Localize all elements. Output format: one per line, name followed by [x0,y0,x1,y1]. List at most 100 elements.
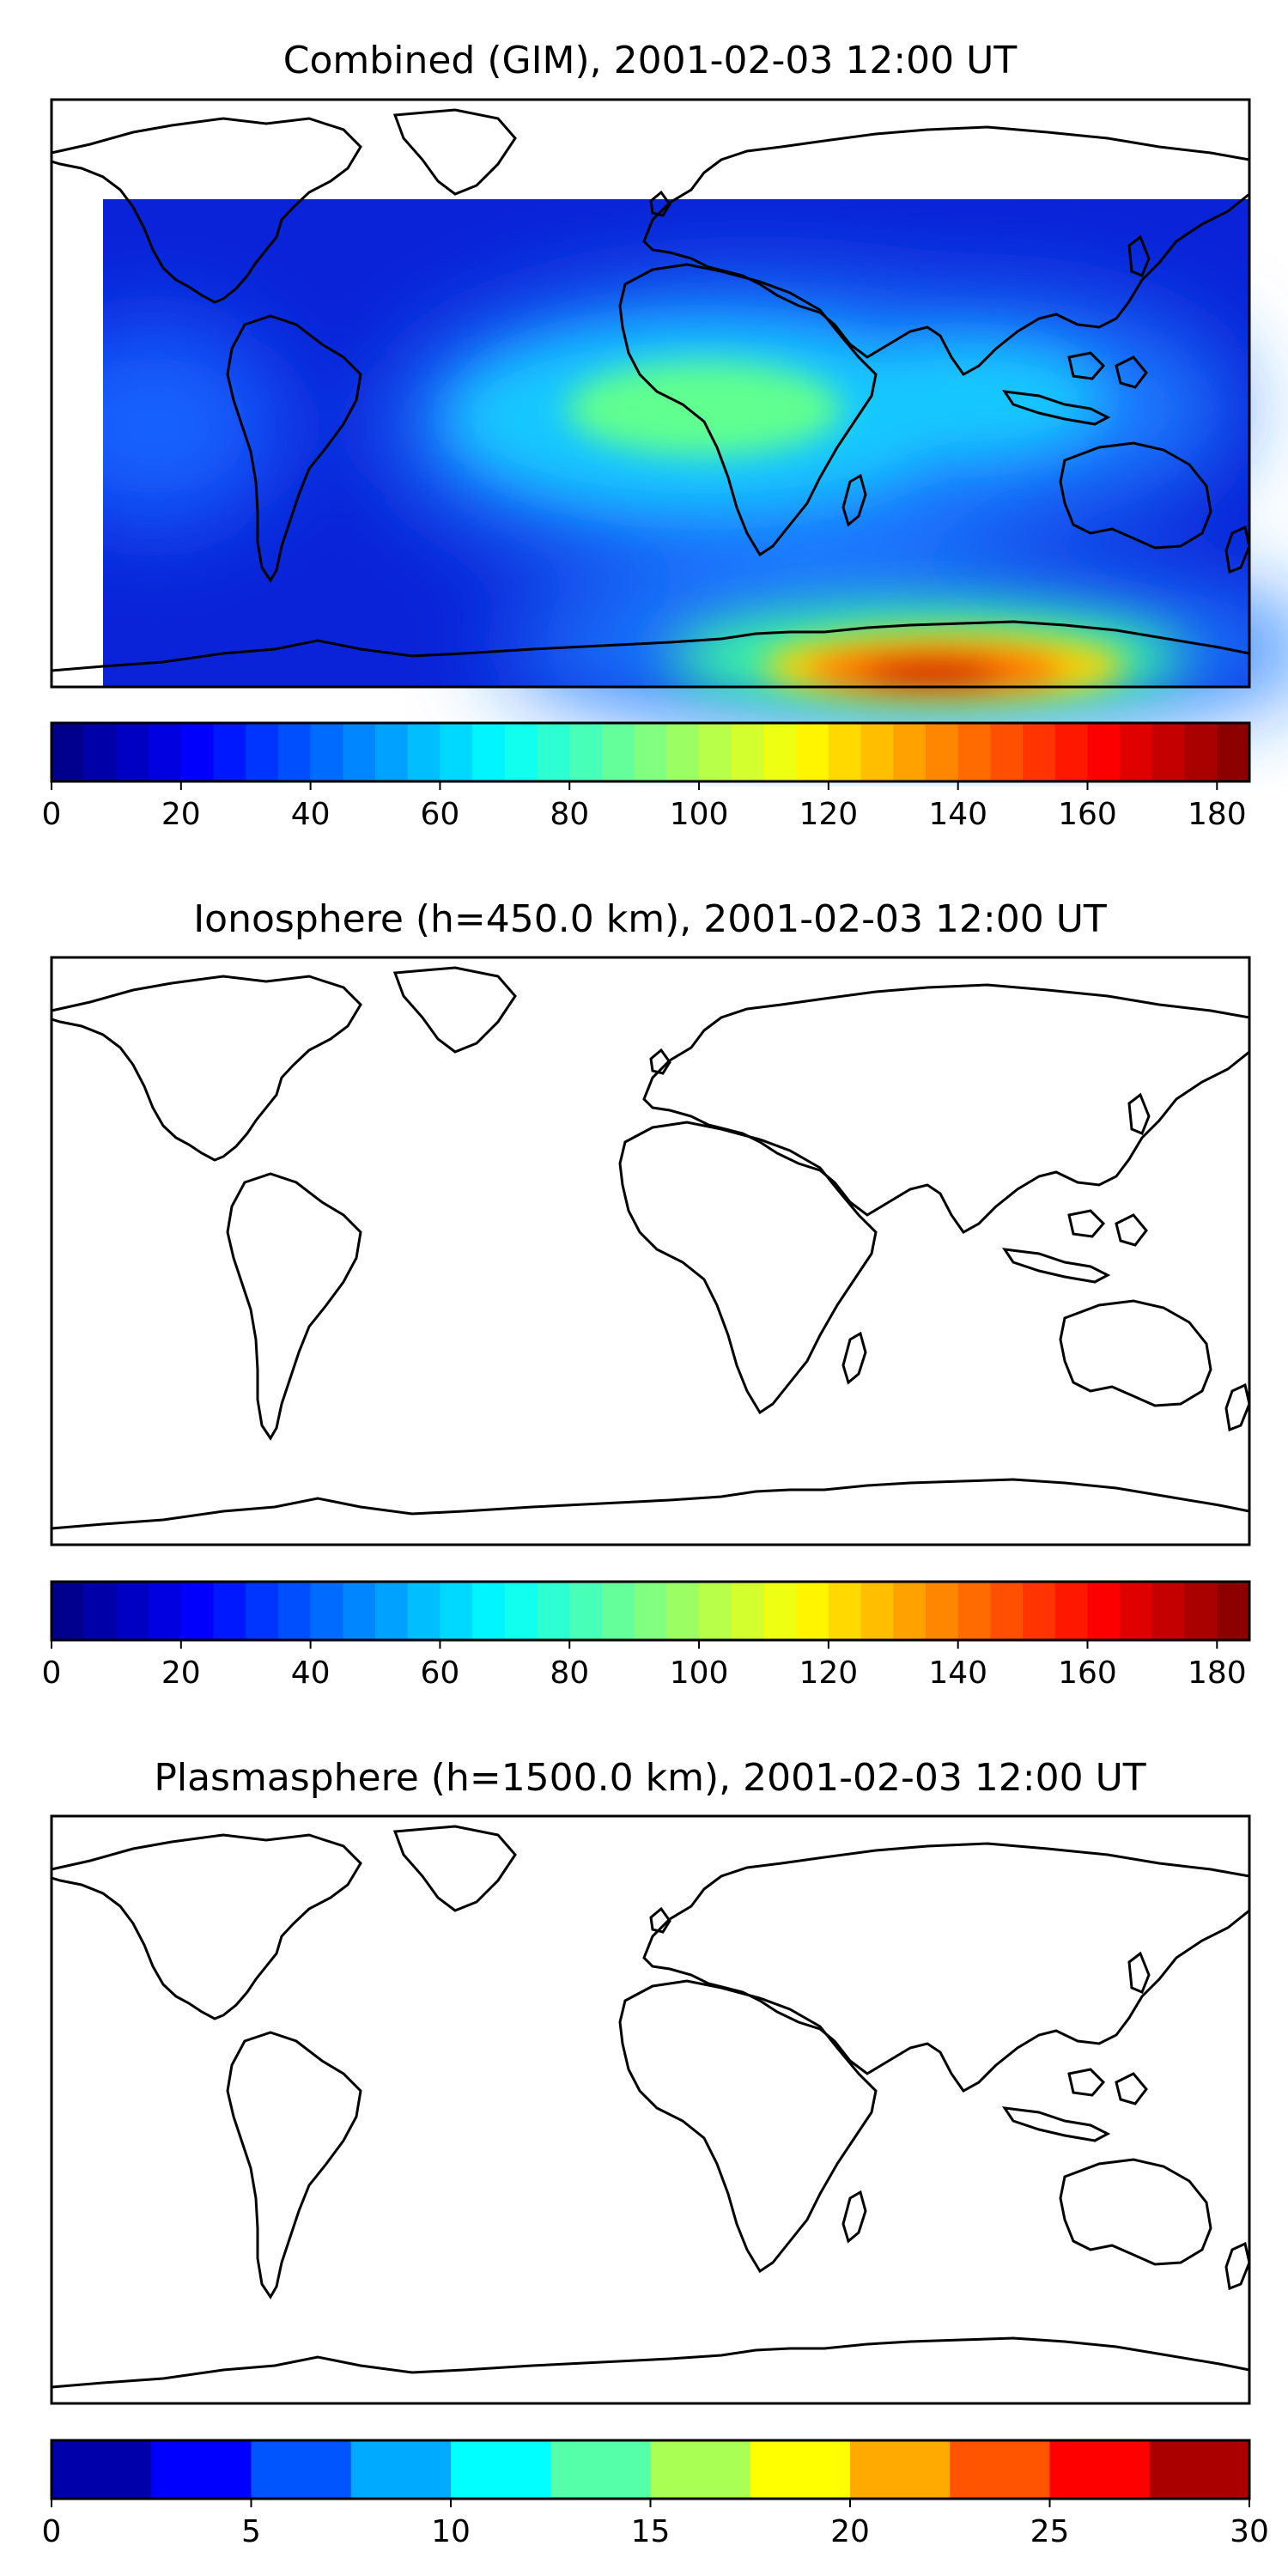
colorbar-tick-label: 20 [830,2514,870,2549]
panel-combined: Combined (GIM), 2001-02-03 12:00 UT [42,39,1288,832]
colorbar-segment [52,2440,152,2499]
colorbar-tick-label: 140 [928,797,987,832]
colorbar-segment [504,1582,538,1640]
colorbar-segment [650,2440,751,2499]
colorbar-segment [796,1582,829,1640]
colorbar-segment [246,1582,279,1640]
colorbar-segment [990,1582,1024,1640]
colorbar-tick-label: 60 [421,797,460,832]
panel-title-ionosphere: Ionosphere (h=450.0 km), 2001-02-03 12:0… [193,897,1107,941]
colorbar-segment [343,723,376,781]
map-ionosphere [50,956,1251,1546]
colorbar-tick-label: 140 [928,1656,987,1691]
colorbar-tick-label: 30 [1230,2514,1269,2549]
colorbar-combined: 0 20 40 60 80 100 120 140 160 180 [42,721,1251,832]
map-frame-ionosphere [50,956,1251,1546]
colorbar-segment [213,723,246,781]
colorbar-segment [796,723,829,781]
colorbar-segment [699,1582,732,1640]
colorbar-tick-label: 180 [1188,797,1247,832]
colorbar-segment [1217,723,1250,781]
colorbar-segment [1120,1582,1153,1640]
colorbar-segment [1217,1582,1250,1640]
colorbar-segment [666,723,700,781]
colorbar-segment [1023,723,1056,781]
colorbar-segment [1054,1582,1089,1640]
colorbar-segment [763,723,797,781]
colorbar-segment [440,723,473,781]
panel-title-plasmasphere: Plasmasphere (h=1500.0 km), 2001-02-03 1… [154,1756,1145,1800]
colorbar-segment [957,723,991,781]
colorbar-segment [277,723,312,781]
colorbar-segment [699,723,732,781]
colorbar-segment [860,723,894,781]
colorbar-segment [350,2440,452,2499]
colorbar-segment [828,723,862,781]
colorbar-segment [957,1582,991,1640]
colorbar-tick-label: 15 [631,2514,671,2549]
colorbar-segment [251,2440,352,2499]
colorbar-tick-label: 80 [550,797,589,832]
colorbar-tick-label: 0 [42,797,62,832]
colorbar-segment [472,723,506,781]
colorbar-frame [50,1580,1251,1642]
colorbar-segment [1087,1582,1121,1640]
colorbar-frame [50,721,1251,783]
colorbar-segment [1151,1582,1186,1640]
colorbar-tick-label: 120 [799,1656,859,1691]
colorbar-segment [1087,723,1121,781]
colorbar-tick-label: 120 [799,797,859,832]
colorbar-segment [750,2440,851,2499]
map-frame-plasmasphere [50,1814,1251,2405]
colorbar-tick-label: 80 [550,1656,589,1691]
colorbar-segment [343,1582,376,1640]
colorbar-segment [116,723,149,781]
colorbar-segment [310,723,343,781]
colorbar-segment [893,1582,927,1640]
colorbar-tick-label: 20 [161,1656,201,1691]
colorbar-segment [1054,723,1089,781]
colorbar-segment [893,723,927,781]
panel-ionosphere: Ionosphere (h=450.0 km), 2001-02-03 12:0… [42,897,1251,1691]
map-plasmasphere [50,1814,1251,2405]
map-frame-combined [50,98,1251,689]
colorbar-tick-label: 10 [431,2514,471,2549]
colorbar-segment [731,1582,765,1640]
colorbar-segment [83,723,117,781]
colorbar-segment [52,1582,85,1640]
colorbar-segment [375,1582,409,1640]
colorbar-segment [950,2440,1051,2499]
colorbar-segment [52,723,85,781]
colorbar-segment [440,1582,473,1640]
colorbar-segment [310,1582,343,1640]
colorbar-segment [180,1582,215,1640]
colorbar-tick-label: 100 [670,797,729,832]
colorbar-segment [925,723,959,781]
colorbar-segment [1151,723,1186,781]
panel-title-combined: Combined (GIM), 2001-02-03 12:00 UT [283,39,1018,82]
colorbar-tick-label: 100 [670,1656,729,1691]
colorbar-tick-label: 40 [291,797,331,832]
colorbar-segment [990,723,1024,781]
colorbar-segment [407,723,441,781]
colorbar-tick-label: 25 [1030,2514,1070,2549]
colorbar-tick-label: 40 [291,1656,331,1691]
coastlines-plasmasphere [50,1825,1251,2389]
colorbar-segment [407,1582,441,1640]
colorbar-tick-label: 160 [1058,1656,1117,1691]
colorbar-segment [731,723,765,781]
panel-plasmasphere: Plasmasphere (h=1500.0 km), 2001-02-03 1… [42,1756,1269,2549]
colorbar-segment [634,723,667,781]
colorbar-tick-label: 60 [421,1656,460,1691]
colorbar-segment [634,1582,667,1640]
colorbar-segment [1184,723,1218,781]
colorbar-segment [569,723,603,781]
colorbar-segment [569,1582,603,1640]
colorbar-segment [601,723,635,781]
map-combined [50,98,1288,726]
colorbar-segment [828,1582,862,1640]
colorbar-segment [537,723,570,781]
colorbar-tick-label: 5 [241,2514,261,2549]
colorbar-segment [925,1582,959,1640]
colorbar-ionosphere: 0 20 40 60 80 100 120 140 160 180 [42,1580,1251,1691]
